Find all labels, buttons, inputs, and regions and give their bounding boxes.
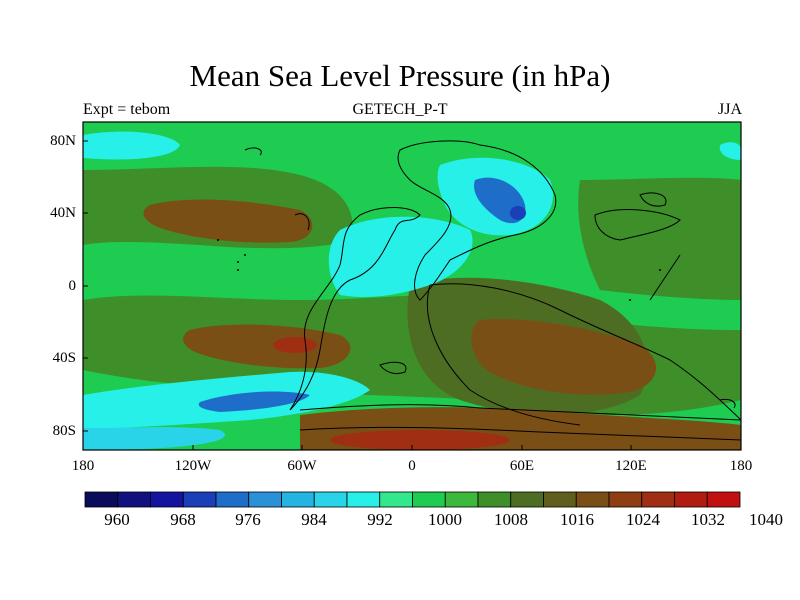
colorbar-box [575,491,610,508]
lon-tick-120e: 120E [615,458,647,474]
lon-tick-60e: 60E [509,458,535,474]
colorbar-label-968: 968 [170,510,196,529]
lat-tick-80s: 80S [52,423,76,439]
lat-tick-40s: 40S [52,350,76,366]
colorbar-box [313,491,348,508]
colorbar-box [608,491,643,508]
colorbar-box [379,491,413,508]
experiment-label: Expt = tebom [83,101,171,118]
colorbar-box [412,491,446,508]
colorbar-box [182,491,217,508]
lat-tick-0: 0 [68,278,77,294]
colorbar [84,491,741,508]
high-central [471,319,657,395]
lon-tick-60w: 60W [287,458,317,474]
colorbar-label-1040: 1040 [749,510,783,529]
colorbar-label-1024: 1024 [626,510,660,529]
contour-field [83,122,741,450]
colorbar-label-1016: 1016 [560,510,594,529]
colorbar-label-984: 984 [301,510,327,529]
colorbar-label-1008: 1008 [494,510,528,529]
low-core-northeast-deep [510,206,526,220]
band-east-olive [578,177,741,300]
axis-ticks [82,140,742,450]
colorbar-box [641,491,675,508]
high-core-antarctic [330,430,510,450]
colorbar-box [706,491,741,508]
low-tethys-cyan [328,216,473,297]
colorbar-box [477,491,512,508]
colorbar-label-960: 960 [104,510,130,529]
colorbar-label-976: 976 [235,510,261,529]
low-arctic-east [719,142,741,160]
colorbar-box [543,491,577,508]
lon-tick-0: 0 [408,458,416,474]
colorbar-box [215,491,250,508]
high-core-south [273,337,317,353]
low-core-south [198,391,310,412]
colorbar-box [117,491,151,508]
dataset-label: GETECH_P-T [352,101,448,118]
island-dots [217,239,661,301]
colorbar-label-992: 992 [367,510,393,529]
colorbar-box [510,491,544,508]
season-label: JJA [717,101,742,118]
colorbar-box [346,491,381,508]
colorbar-box [444,491,479,508]
colorbar-box [84,491,119,508]
coastlines [244,140,741,441]
lat-tick-80n: 80N [50,133,76,149]
lon-tick-180w: 180 [71,458,95,474]
lon-tick-180e: 180 [729,458,753,474]
map-title: Mean Sea Level Pressure (in hPa) [189,58,611,93]
colorbar-box [248,491,282,508]
lat-tick-40n: 40N [50,205,76,221]
colorbar-label-1032: 1032 [691,510,725,529]
high-north-atlantic [143,199,313,243]
colorbar-box [281,491,315,508]
lon-tick-120w: 120W [174,458,212,474]
colorbar-box [674,491,708,508]
low-southern-tail [83,427,225,450]
high-south-subtropical [183,324,351,369]
low-arctic-cyan [83,131,180,160]
colorbar-box [150,491,184,508]
colorbar-label-1000: 1000 [428,510,462,529]
